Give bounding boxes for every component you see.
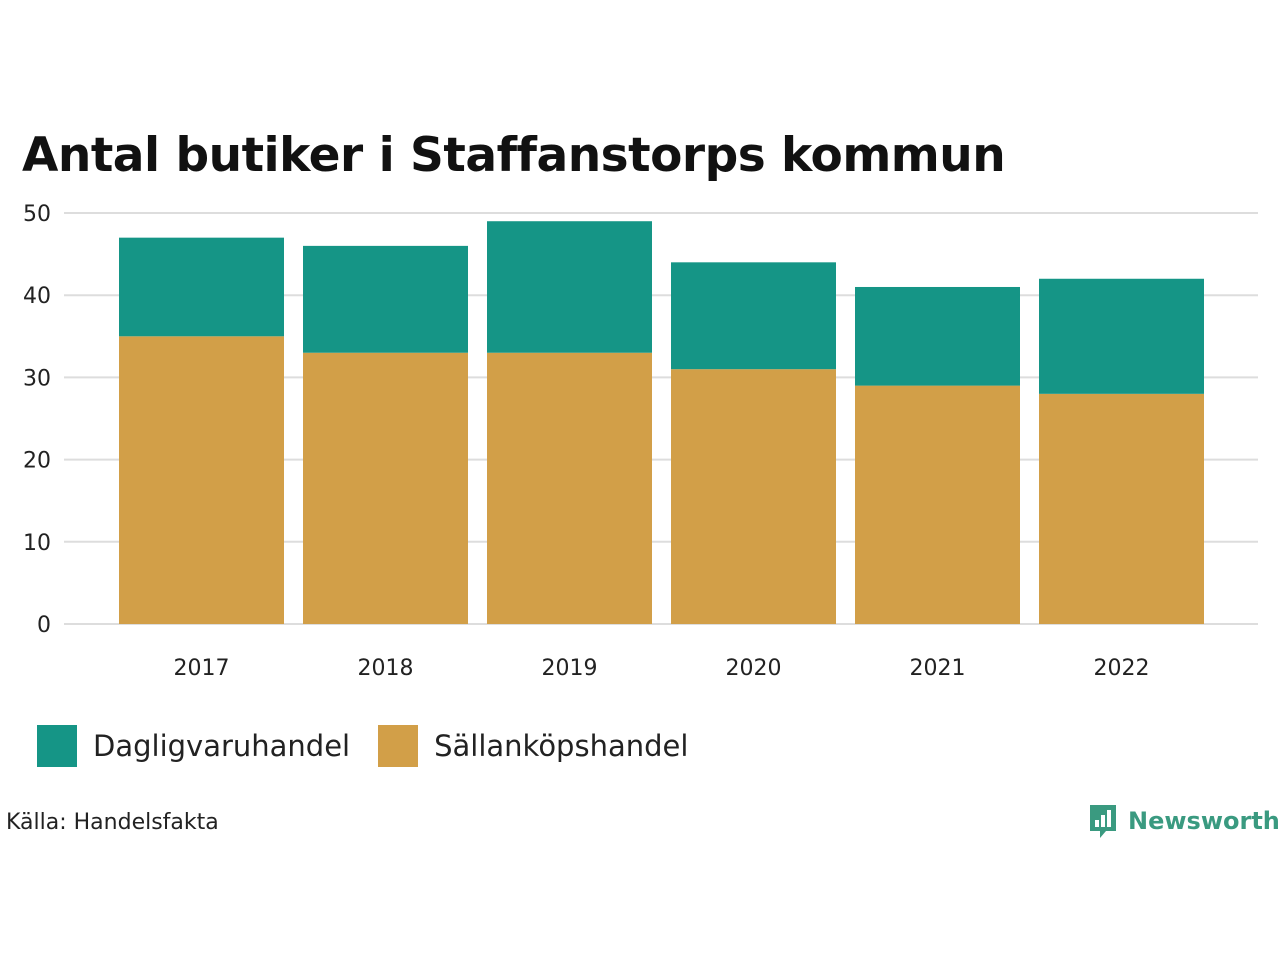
bars: [119, 221, 1204, 624]
legend: Dagligvaruhandel Sällanköpshandel: [37, 725, 716, 767]
legend-label-sallankopshandel: Sällanköpshandel: [434, 729, 689, 763]
bar-dagligvaruhandel-2017: [119, 237, 284, 337]
legend-swatch-dagligvaruhandel: [37, 725, 77, 767]
bar-sallankopshandel-2022: [1039, 393, 1204, 624]
y-tick-label: 50: [23, 202, 51, 227]
bar-dagligvaruhandel-2022: [1039, 278, 1204, 394]
x-tick-label: 2021: [910, 656, 966, 681]
x-tick-label: 2022: [1094, 656, 1150, 681]
chart-title: Antal butiker i Staffanstorps kommun: [22, 128, 1006, 183]
bar-dagligvaruhandel-2020: [671, 262, 836, 370]
bar-dagligvaruhandel-2021: [855, 286, 1020, 386]
y-axis-ticks: 0 10 20 30 40 50: [23, 202, 51, 638]
x-tick-label: 2020: [726, 656, 782, 681]
x-tick-label: 2017: [174, 656, 230, 681]
bar-sallankopshandel-2017: [119, 336, 284, 624]
y-tick-label: 20: [23, 449, 51, 474]
x-tick-label: 2019: [542, 656, 598, 681]
y-tick-label: 40: [23, 284, 51, 309]
newsworthy-logo: Newsworthy: [1088, 803, 1280, 839]
bar-dagligvaruhandel-2018: [303, 245, 468, 353]
bar-sallankopshandel-2018: [303, 352, 468, 624]
stacked-bar-chart: 0 10 20 30 40 50 2017 2018 2019 2020 2021 2022: [23, 202, 1258, 681]
brand-name: Newsworthy: [1128, 807, 1280, 835]
bar-sallankopshandel-2019: [487, 352, 652, 624]
bar-dagligvaruhandel-2019: [487, 221, 652, 353]
y-tick-label: 10: [23, 531, 51, 556]
bar-sallankopshandel-2021: [855, 385, 1020, 624]
x-axis-ticks: 2017 2018 2019 2020 2021 2022: [174, 656, 1150, 681]
source-note: Källa: Handelsfakta: [6, 810, 219, 835]
legend-label-dagligvaruhandel: Dagligvaruhandel: [93, 729, 351, 763]
bar-chart-speech-bubble-icon: [1090, 805, 1116, 838]
y-tick-label: 30: [23, 366, 51, 391]
bar-sallankopshandel-2020: [671, 369, 836, 624]
legend-item-sallankopshandel: Sällanköpshandel: [378, 725, 688, 767]
y-tick-label: 0: [37, 613, 51, 638]
legend-item-dagligvaruhandel: Dagligvaruhandel: [37, 725, 350, 767]
x-tick-label: 2018: [358, 656, 414, 681]
legend-swatch-sallankopshandel: [378, 725, 419, 767]
